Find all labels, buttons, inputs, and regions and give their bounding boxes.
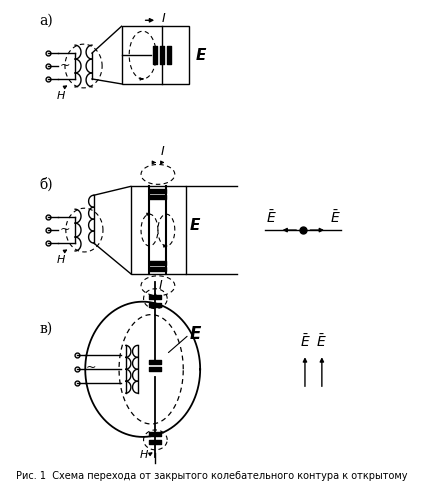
Text: в): в) (39, 321, 53, 336)
Text: $\bar{E}$: $\bar{E}$ (330, 209, 341, 226)
Text: ~: ~ (60, 222, 70, 236)
Text: а): а) (39, 13, 53, 27)
Text: ~: ~ (60, 58, 70, 72)
Text: H: H (140, 450, 148, 460)
Text: H: H (56, 255, 65, 265)
Text: E: E (190, 218, 201, 233)
Text: I: I (162, 12, 166, 25)
Text: $\bar{E}$: $\bar{E}$ (266, 209, 276, 226)
Text: Рис. 1  Схема перехода от закрытого колебательного контура к открытому: Рис. 1 Схема перехода от закрытого колеб… (16, 471, 408, 481)
Text: ~: ~ (85, 361, 96, 374)
Text: H: H (56, 91, 65, 101)
Text: $\bar{E}$: $\bar{E}$ (300, 334, 310, 350)
Text: I: I (160, 146, 164, 158)
Text: $\bar{E}$: $\bar{E}$ (316, 334, 327, 350)
Text: б): б) (39, 177, 53, 192)
Bar (131, 186, 186, 274)
Bar (122, 26, 189, 84)
Text: E: E (189, 325, 201, 343)
Text: E: E (196, 48, 206, 63)
Text: I: I (159, 279, 162, 292)
